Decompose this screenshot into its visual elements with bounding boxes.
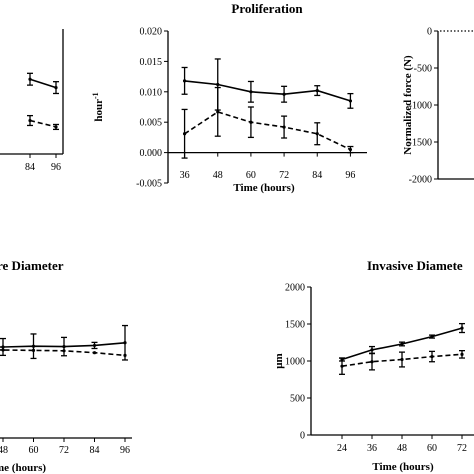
invasive-diameter-x-tick-label-2: 48 (397, 443, 407, 454)
invasive-diameter-y-tick-label-2: 1000 (285, 357, 305, 368)
invasive-diameter-series-0-solid-point-2 (400, 342, 404, 346)
invasive-diameter-series-0-solid-point-4 (460, 326, 464, 330)
proliferation-y-tick-label-2: 0.010 (140, 87, 163, 98)
invasive-diameter-y-label: μm (273, 353, 285, 368)
core-diameter-x-tick-label-3: 84 (90, 445, 100, 456)
core-diameter-x-tick-label-1: 60 (29, 445, 39, 456)
invasive-diameter-x-tick-label-4: 72 (457, 443, 467, 454)
proliferation-y-tick-label-1: 0.015 (140, 57, 163, 68)
proliferation-series-0-solid-point-5 (348, 99, 353, 103)
core-diameter-series-0-solid-point-3 (62, 344, 66, 349)
proliferation-series-1-dashed-point-0 (182, 132, 187, 136)
left-top-x-tick-label-1: 96 (51, 162, 61, 173)
core-diameter-series-1-dashed-point-3 (62, 349, 66, 353)
proliferation-y-label: hour-1 (91, 92, 105, 121)
core-diameter-series-1-dashed-point-1 (1, 348, 5, 352)
invasive-diameter-series-1-dashed-point-0 (340, 364, 344, 368)
proliferation-y-tick-label-0: 0.020 (140, 27, 163, 38)
proliferation-series-1-dashed-point-4 (315, 132, 319, 136)
left-top-series-0-solid-point-1 (28, 77, 32, 81)
proliferation-series-1-dashed-point-1 (216, 110, 220, 114)
core-diameter-series-0-solid-point-5 (123, 341, 127, 345)
invasive-diameter-series-1-dashed-point-2 (400, 357, 404, 362)
proliferation-x-tick-label-3: 72 (279, 170, 289, 181)
proliferation-series-0-solid-point-3 (282, 92, 286, 96)
invasive-diameter-series-1-dashed-point-3 (430, 354, 434, 359)
core-diameter-series-1-dashed-point-2 (31, 348, 36, 353)
proliferation-series-1-dashed-line (184, 111, 351, 151)
invasive-diameter-y-tick-label-3: 500 (290, 394, 305, 405)
proliferation-x-label: Time (hours) (233, 182, 295, 194)
proliferation-title: Proliferation (231, 1, 303, 16)
core-diameter-x-tick-label-4: 96 (120, 445, 130, 456)
invasive-diameter-y-tick-label-0: 2000 (285, 283, 305, 294)
invasive-diameter-y-tick-label-1: 1500 (285, 320, 305, 331)
core-diameter-series-1-dashed-point-4 (92, 351, 97, 355)
left-top-series-0-solid-point-2 (54, 85, 58, 90)
core-diameter-series-0-solid-point-4 (92, 343, 97, 348)
proliferation-x-tick-label-1: 48 (213, 170, 223, 181)
force-y-tick-label-1: -500 (414, 64, 432, 75)
invasive-diameter-x-tick-label-0: 24 (337, 443, 347, 454)
invasive-diameter-x-tick-label-3: 60 (427, 443, 437, 454)
proliferation-series-1-dashed-point-2 (249, 120, 253, 124)
left-top-series-1-dashed-point-1 (28, 118, 32, 123)
force-y-tick-label-0: 0 (427, 27, 432, 38)
proliferation-series-0-solid-point-4 (315, 88, 319, 93)
proliferation-series-0-solid-point-1 (216, 82, 220, 87)
invasive-diameter-series-1-dashed-point-4 (460, 352, 464, 356)
proliferation-series-0-solid-point-2 (249, 90, 253, 94)
core-diameter-series-0-solid-point-2 (31, 344, 36, 348)
force-y-tick-label-3: -1500 (409, 138, 432, 149)
left-top-series-1-dashed-point-2 (54, 125, 58, 129)
left-top-series-1-dashed-line (29, 119, 57, 128)
proliferation-x-tick-label-4: 84 (312, 170, 322, 181)
invasive-diameter-x-label: Time (hours) (372, 461, 434, 473)
proliferation-y-tick-label-4: 0.000 (140, 148, 163, 159)
core-diameter-series-1-dashed-line (0, 349, 126, 357)
core-diameter-series-0-solid-point-1 (1, 345, 5, 349)
force-y-label: Normalized force (N) (402, 55, 414, 155)
force-y-tick-label-2: -1000 (409, 101, 432, 112)
left-top-series-0-solid-line (29, 78, 57, 89)
invasive-diameter-series-0-solid-point-1 (370, 348, 374, 352)
core-diameter-series-0-solid-line (0, 342, 126, 348)
proliferation-y-tick-label-3: 0.005 (140, 118, 163, 129)
core-diameter-x-label: me (hours) (0, 462, 46, 474)
left-top-x-tick-label-0: 84 (25, 162, 35, 173)
proliferation-x-tick-label-0: 36 (180, 170, 190, 181)
proliferation-series-1-dashed-point-3 (282, 125, 286, 129)
proliferation-y-tick-label-5: -0.005 (136, 179, 162, 190)
invasive-diameter-x-tick-label-1: 36 (367, 443, 377, 454)
proliferation-series-0-solid-line (184, 80, 351, 102)
invasive-diameter-y-tick-label-4: 0 (300, 431, 305, 442)
invasive-diameter-series-0-solid-point-3 (430, 334, 434, 339)
proliferation-series-0-solid-point-0 (182, 79, 187, 83)
core-diameter-x-tick-label-0: 48 (0, 445, 8, 456)
proliferation-x-tick-label-5: 96 (345, 170, 355, 181)
force-y-tick-label-4: -2000 (409, 175, 432, 186)
invasive-diameter-title: Invasive Diamete (367, 258, 463, 273)
core-diameter-x-tick-label-2: 72 (59, 445, 69, 456)
invasive-diameter-series-1-dashed-point-1 (370, 360, 374, 364)
proliferation-series-1-dashed-point-5 (348, 147, 353, 152)
proliferation-x-tick-label-2: 60 (246, 170, 256, 181)
core-diameter-title: re Diameter (0, 258, 64, 273)
core-diameter-series-1-dashed-point-5 (123, 353, 127, 357)
